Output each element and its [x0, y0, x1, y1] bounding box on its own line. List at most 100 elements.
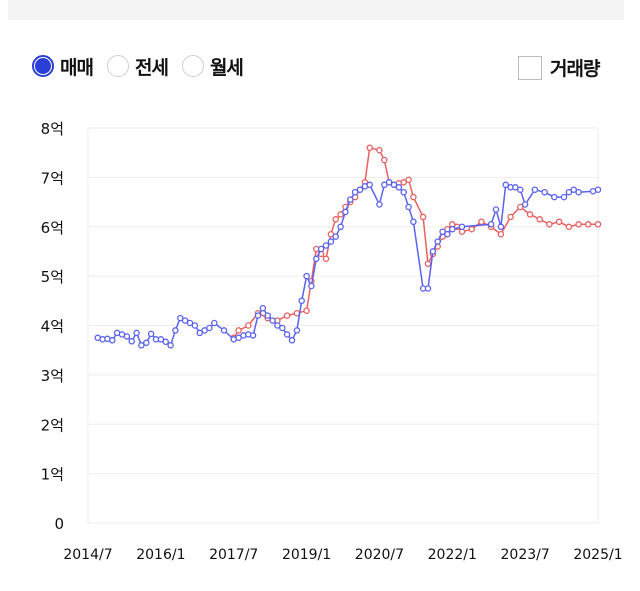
data-point — [128, 338, 135, 345]
option-jeonse-label: 전세 — [134, 56, 169, 79]
data-point — [497, 223, 505, 231]
data-point — [424, 260, 432, 268]
data-point — [351, 188, 359, 196]
y-tick-label: 7억 — [41, 169, 64, 187]
data-point — [162, 338, 169, 346]
data-point — [303, 307, 310, 314]
x-tick-label: 2019/1 — [282, 547, 331, 563]
data-point — [565, 188, 573, 196]
data-point — [429, 248, 437, 255]
data-point — [560, 193, 568, 201]
price-chart: 0 1억 2억 3억 4억 5억 6억 7억 8억 2014/7 2016/1 2017/7 2019/… — [41, 120, 623, 563]
data-point — [381, 156, 388, 164]
data-point — [492, 206, 500, 213]
x-tick-label: 2016/1 — [136, 547, 185, 563]
data-point — [575, 188, 582, 196]
data-point — [541, 188, 548, 196]
radio-jeonse-icon[interactable] — [106, 55, 129, 77]
top-strip — [8, 0, 624, 20]
data-point — [366, 144, 373, 152]
data-point — [410, 193, 417, 201]
data-point — [376, 146, 383, 154]
x-tick-label: 2023/7 — [501, 547, 550, 563]
x-tick-label: 2022/1 — [428, 547, 477, 563]
data-point — [395, 184, 403, 191]
data-point — [133, 329, 140, 337]
y-tick-label: 4억 — [41, 318, 64, 336]
data-point — [206, 324, 213, 332]
data-point — [211, 319, 218, 327]
data-point — [196, 329, 203, 337]
data-point — [400, 188, 407, 196]
volume-toggle[interactable]: 거래량 — [518, 54, 600, 81]
y-tick-label: 3억 — [41, 367, 64, 385]
option-monthly-rent[interactable]: 월세 — [181, 53, 244, 80]
data-point — [109, 337, 116, 344]
data-point — [512, 184, 519, 191]
radio-sale-icon[interactable] — [32, 55, 54, 77]
data-point — [521, 201, 529, 208]
data-point — [507, 213, 514, 221]
data-point — [235, 327, 242, 334]
data-point — [531, 186, 539, 193]
option-sale[interactable]: 매매 — [32, 53, 94, 80]
data-point — [546, 221, 553, 228]
data-point — [235, 334, 242, 342]
volume-checkbox-icon[interactable] — [518, 55, 542, 80]
data-point — [366, 181, 373, 189]
radio-monthly-rent-icon[interactable] — [181, 55, 204, 77]
data-point — [376, 201, 383, 208]
data-point — [269, 317, 276, 324]
data-point — [434, 238, 441, 245]
data-point — [410, 218, 417, 226]
data-point — [254, 312, 262, 319]
data-point — [245, 322, 252, 329]
data-point — [419, 213, 427, 221]
data-point — [322, 255, 330, 263]
data-point — [468, 225, 475, 233]
data-point — [594, 221, 602, 228]
option-sale-label: 매매 — [60, 56, 94, 79]
x-tick-label: 2014/7 — [63, 547, 112, 563]
data-point — [385, 179, 393, 186]
x-tick-label: 2025/1 — [573, 547, 622, 563]
data-point — [536, 216, 543, 223]
data-point — [172, 327, 179, 334]
data-point — [283, 312, 291, 319]
data-point — [283, 331, 291, 338]
data-point — [201, 327, 208, 334]
data-point — [322, 242, 330, 249]
data-point — [526, 211, 534, 218]
data-point — [458, 223, 466, 231]
data-point — [570, 186, 577, 193]
option-jeonse[interactable]: 전세 — [106, 53, 169, 80]
data-point — [347, 196, 354, 203]
data-point — [191, 322, 199, 329]
data-point — [439, 228, 446, 235]
data-point — [293, 327, 301, 334]
data-point — [502, 181, 509, 189]
data-point — [186, 319, 194, 327]
data-point — [327, 230, 335, 238]
data-point — [259, 304, 267, 312]
data-point — [497, 230, 505, 238]
trade-type-selector: 매매 전세 월세 — [32, 50, 257, 82]
data-point — [249, 332, 257, 339]
data-point — [585, 221, 592, 228]
data-point — [123, 333, 131, 340]
data-point — [390, 181, 398, 189]
y-tick-label: 0 — [54, 515, 64, 533]
data-point — [288, 337, 296, 344]
data-point — [181, 317, 189, 324]
y-tick-label: 2억 — [41, 416, 64, 434]
data-point — [400, 179, 407, 186]
data-point — [342, 208, 349, 216]
y-tick-label: 1억 — [41, 466, 64, 484]
data-point — [264, 312, 271, 319]
data-point — [405, 176, 412, 184]
y-tick-label: 5억 — [41, 268, 64, 286]
data-point — [337, 223, 344, 231]
data-point — [220, 327, 228, 334]
data-point — [308, 282, 315, 290]
data-point — [317, 245, 325, 253]
